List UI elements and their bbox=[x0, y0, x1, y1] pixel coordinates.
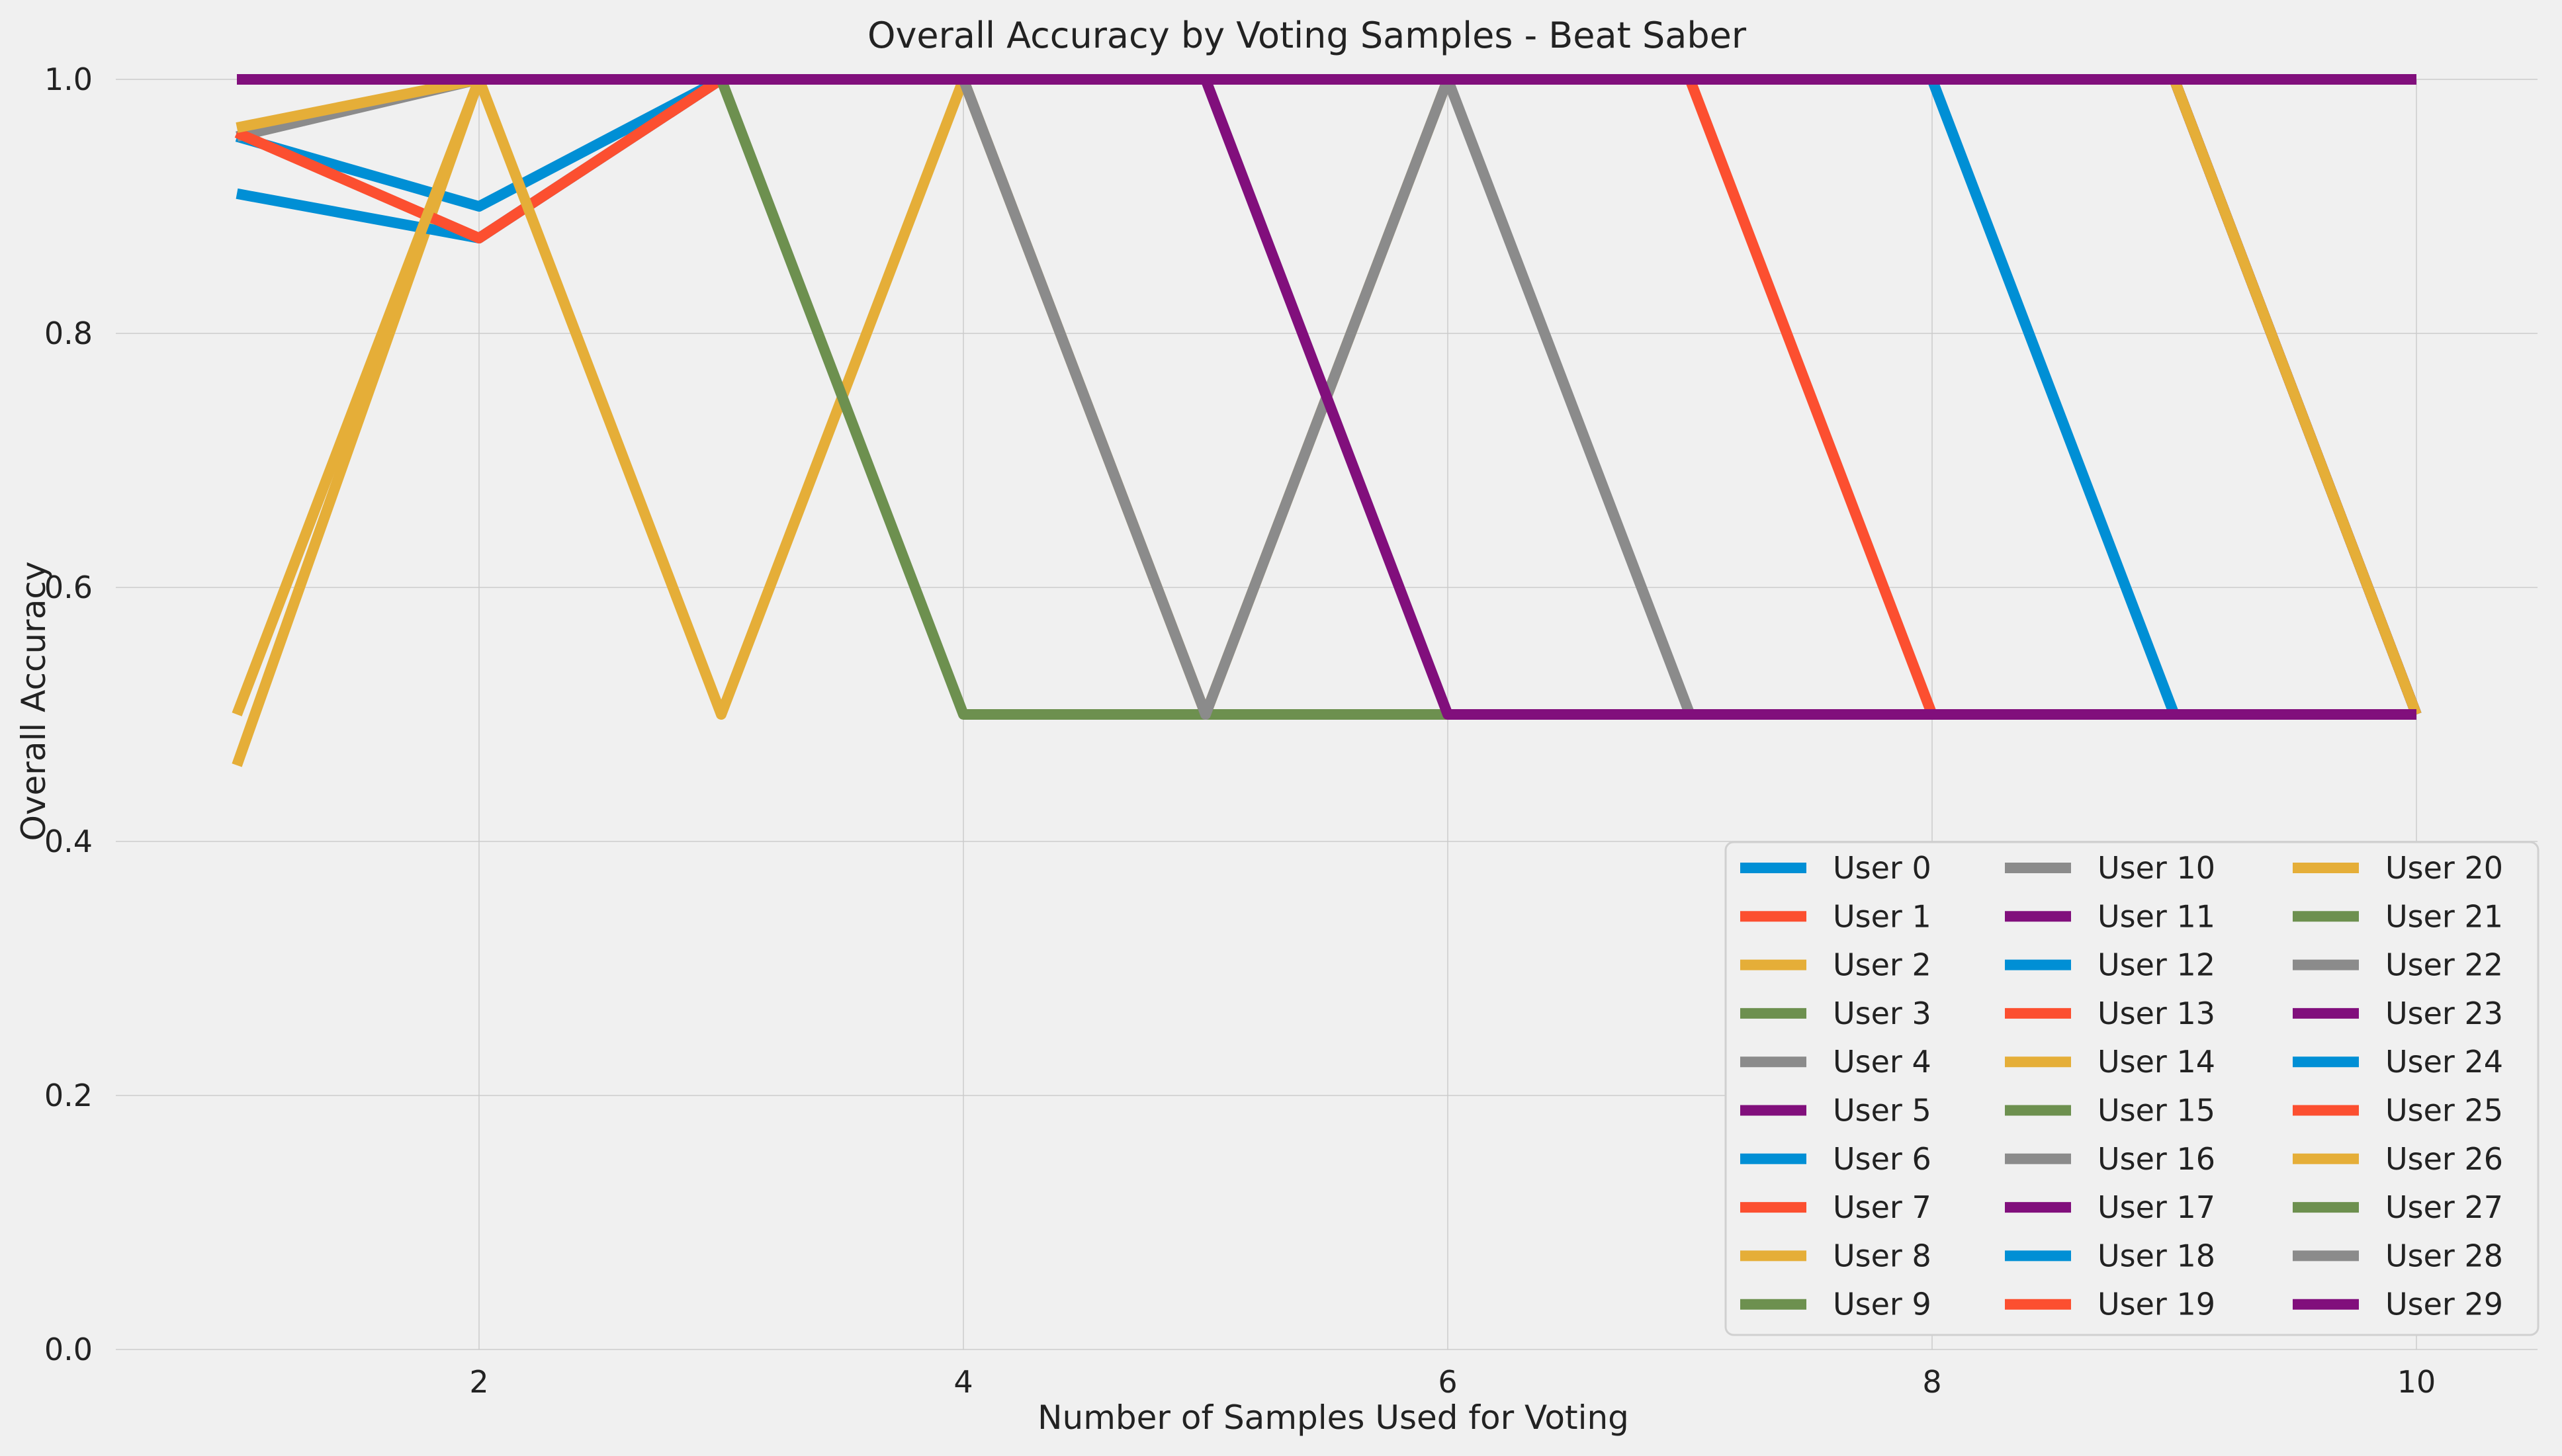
legend-label: User 11 bbox=[2098, 898, 2215, 934]
legend-label: User 17 bbox=[2098, 1189, 2215, 1225]
legend-label: User 23 bbox=[2385, 996, 2503, 1031]
legend-label: User 20 bbox=[2385, 850, 2503, 886]
legend-label: User 12 bbox=[2098, 947, 2215, 983]
legend-label: User 29 bbox=[2385, 1287, 2503, 1322]
y-axis-label: Overall Accuracy bbox=[15, 562, 53, 841]
legend-label: User 28 bbox=[2385, 1238, 2503, 1273]
legend-label: User 19 bbox=[2098, 1287, 2215, 1322]
y-tick-label: 0.8 bbox=[44, 316, 93, 351]
legend-label: User 0 bbox=[1833, 850, 1931, 886]
y-tick-label: 0.0 bbox=[44, 1332, 93, 1367]
x-tick-label: 8 bbox=[1922, 1364, 1941, 1400]
legend-label: User 9 bbox=[1833, 1287, 1931, 1322]
y-tick-label: 0.4 bbox=[44, 824, 93, 859]
legend-label: User 4 bbox=[1833, 1044, 1931, 1080]
legend-label: User 2 bbox=[1833, 947, 1931, 983]
x-axis-label: Number of Samples Used for Voting bbox=[1038, 1398, 1629, 1437]
legend-label: User 24 bbox=[2385, 1044, 2503, 1080]
y-tick-label: 0.6 bbox=[44, 570, 93, 605]
y-tick-label: 1.0 bbox=[44, 62, 93, 97]
x-tick-label: 2 bbox=[469, 1364, 488, 1400]
legend-label: User 10 bbox=[2098, 850, 2215, 886]
x-tick-label: 4 bbox=[953, 1364, 973, 1400]
legend-label: User 7 bbox=[1833, 1189, 1931, 1225]
y-tick-label: 0.2 bbox=[44, 1078, 93, 1113]
legend-label: User 16 bbox=[2098, 1141, 2215, 1177]
tick-labels: 0.0 0.2 0.4 0.6 0.8 1.0 2 4 6 8 10 bbox=[44, 62, 2436, 1400]
legend-label: User 14 bbox=[2098, 1044, 2215, 1080]
legend-label: User 22 bbox=[2385, 947, 2503, 983]
legend-label: User 13 bbox=[2098, 996, 2215, 1031]
legend-label: User 27 bbox=[2385, 1189, 2503, 1225]
legend-label: User 8 bbox=[1833, 1238, 1931, 1273]
legend-label: User 18 bbox=[2098, 1238, 2215, 1273]
legend-label: User 1 bbox=[1833, 898, 1931, 934]
series-lines bbox=[232, 74, 2422, 767]
legend-label: User 21 bbox=[2385, 898, 2503, 934]
legend-label: User 3 bbox=[1833, 996, 1931, 1031]
x-tick-label: 10 bbox=[2397, 1364, 2436, 1400]
chart-title: Overall Accuracy by Voting Samples - Bea… bbox=[867, 15, 1747, 56]
legend-label: User 15 bbox=[2098, 1093, 2215, 1129]
legend-label: User 5 bbox=[1833, 1093, 1931, 1129]
legend-label: User 6 bbox=[1833, 1141, 1931, 1177]
legend: User 0 User 1 User 2 User 3 User 4 User 5 User… bbox=[1724, 841, 2540, 1336]
legend-label: User 26 bbox=[2385, 1141, 2503, 1177]
legend-label: User 25 bbox=[2385, 1093, 2503, 1129]
x-tick-label: 6 bbox=[1438, 1364, 1457, 1400]
